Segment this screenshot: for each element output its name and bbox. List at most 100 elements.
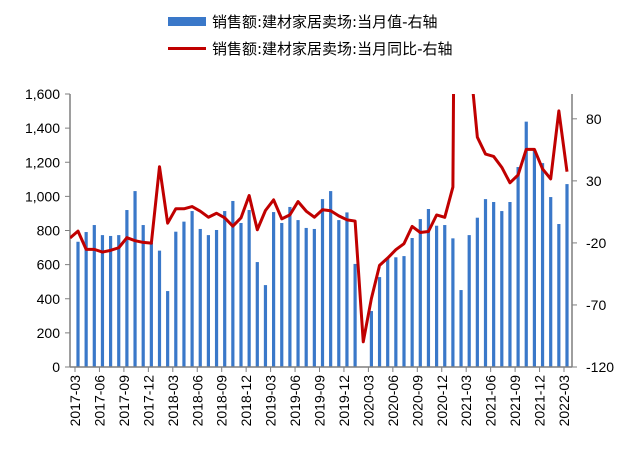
bar — [394, 257, 398, 367]
bar — [117, 235, 121, 367]
bar — [288, 206, 292, 367]
x-axis-tick-label: 2017-12 — [140, 375, 156, 427]
right-axis-tick-label: 80 — [586, 111, 602, 127]
bar — [565, 184, 569, 367]
left-y-axis: 0 200 400 600 800 1,000 1,200 1,400 1,600 — [25, 86, 70, 375]
x-axis-tick-label: 2019-09 — [312, 375, 328, 427]
bar — [540, 163, 545, 367]
bar — [418, 219, 422, 367]
bar — [320, 199, 325, 367]
left-axis-tick-label: 1,600 — [25, 86, 60, 102]
bar — [247, 210, 251, 367]
x-axis-tick-label: 2021-06 — [483, 375, 499, 427]
bar — [337, 220, 341, 367]
bar — [353, 263, 357, 367]
x-axis-tick-label: 2017-06 — [91, 375, 107, 427]
bar — [223, 211, 227, 367]
bar — [426, 209, 431, 367]
bar — [500, 211, 504, 367]
bar — [467, 235, 471, 367]
x-axis: 2017-03 2017-06 2017-09 2017-12 2018-03 2018-… — [67, 367, 572, 426]
bar — [549, 197, 553, 367]
bar — [125, 210, 129, 367]
bar — [443, 225, 447, 367]
bar — [532, 150, 536, 367]
bar — [157, 250, 162, 367]
bar-series — [76, 121, 569, 367]
bar — [483, 199, 488, 367]
left-axis-tick-label: 600 — [37, 257, 61, 273]
x-axis-tick-label: 2019-06 — [287, 375, 303, 427]
right-axis-tick-label: -120 — [586, 359, 614, 375]
bar — [459, 290, 463, 367]
right-y-axis: -120 -70 -20 30 80 — [572, 111, 614, 375]
left-axis-tick-label: 1,200 — [25, 154, 60, 170]
legend: 销售额:建材家居卖场:当月值-右轴 销售额:建材家居卖场:当月同比-右轴 — [168, 8, 453, 62]
left-axis-tick-label: 1,000 — [25, 188, 60, 204]
legend-item-line: 销售额:建材家居卖场:当月同比-右轴 — [168, 35, 453, 62]
x-axis-tick-label: 2018-03 — [165, 375, 181, 427]
bar — [492, 202, 496, 367]
bar — [263, 285, 268, 367]
bar — [312, 228, 316, 367]
x-axis-tick-label: 2020-09 — [409, 375, 425, 427]
bar — [435, 225, 439, 367]
x-axis-tick-label: 2021-12 — [532, 375, 548, 427]
bar — [377, 277, 382, 367]
bar — [141, 225, 145, 367]
x-axis-tick-label: 2020-12 — [434, 375, 450, 427]
bar — [100, 235, 105, 367]
bar — [149, 242, 153, 367]
bar — [182, 221, 186, 367]
x-axis-tick-label: 2021-03 — [458, 375, 474, 427]
bar — [304, 227, 308, 367]
x-axis-tick-label: 2018-09 — [214, 375, 230, 427]
bar — [296, 220, 300, 367]
bar — [475, 217, 479, 367]
bar — [109, 235, 113, 367]
legend-line-label: 销售额:建材家居卖场:当月同比-右轴 — [212, 40, 453, 58]
bar — [524, 121, 528, 367]
bar — [410, 238, 414, 367]
left-axis-tick-label: 400 — [37, 291, 61, 307]
right-axis-tick-label: -20 — [586, 235, 606, 251]
bar — [190, 211, 194, 367]
bar — [402, 256, 406, 367]
x-axis-tick-label: 2020-06 — [385, 375, 401, 427]
bar — [206, 235, 210, 367]
bar — [174, 231, 178, 367]
left-axis-tick-label: 1,400 — [25, 120, 60, 136]
bar — [84, 232, 88, 367]
x-axis-tick-label: 2021-09 — [507, 375, 523, 427]
bar — [280, 222, 284, 367]
x-axis-tick-label: 2019-03 — [263, 375, 279, 427]
left-axis-tick-label: 0 — [52, 359, 60, 375]
x-axis-tick-label: 2020-03 — [360, 375, 376, 427]
bar — [255, 262, 259, 367]
bar — [272, 212, 276, 367]
bar — [214, 229, 219, 367]
bar — [198, 228, 202, 367]
bar — [133, 191, 137, 367]
legend-bar-swatch-icon — [168, 17, 206, 26]
bar — [508, 202, 512, 367]
bar — [451, 238, 455, 367]
bar — [386, 258, 390, 367]
left-axis-tick-label: 800 — [37, 223, 61, 239]
bar — [166, 291, 170, 367]
x-axis-tick-label: 2018-12 — [238, 375, 254, 427]
bar — [345, 212, 349, 367]
bar — [557, 224, 561, 367]
bar — [92, 225, 96, 367]
left-axis-tick-label: 200 — [37, 325, 61, 341]
bar — [76, 241, 80, 367]
x-axis-tick-label: 2019-12 — [336, 375, 352, 427]
right-axis-tick-label: -70 — [586, 297, 606, 313]
legend-item-bar: 销售额:建材家居卖场:当月值-右轴 — [168, 8, 453, 35]
x-axis-tick-label: 2017-03 — [67, 375, 83, 427]
bar — [231, 200, 235, 367]
legend-line-swatch-icon — [168, 47, 206, 50]
bar — [516, 167, 520, 367]
